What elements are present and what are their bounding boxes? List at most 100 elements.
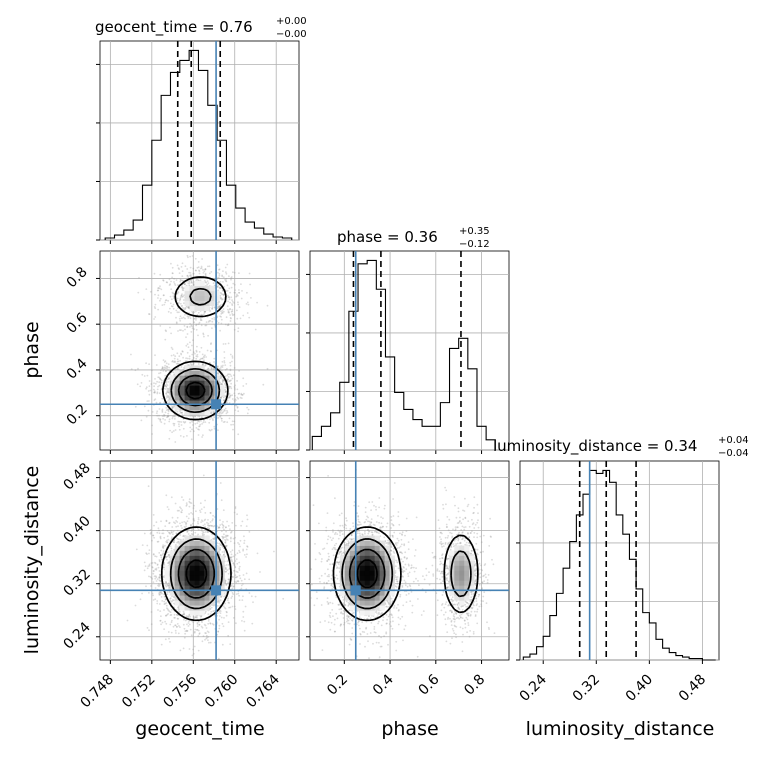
pair-luminosity-distance-vs-geocent-time-sample xyxy=(155,580,158,582)
pair-phase-vs-geocent-time-sample xyxy=(217,276,219,279)
pair-phase-vs-geocent-time-sample xyxy=(220,412,223,415)
pair-luminosity-distance-vs-geocent-time-sample xyxy=(150,531,152,534)
pair-phase-vs-geocent-time-sample xyxy=(174,441,177,443)
pair-phase-vs-geocent-time-sample xyxy=(178,311,180,314)
pair-luminosity-distance-vs-geocent-time-sample xyxy=(236,580,239,583)
pair-luminosity-distance-vs-geocent-time-sample xyxy=(157,609,159,611)
pair-luminosity-distance-vs-geocent-time-sample xyxy=(173,596,175,598)
pair-phase-vs-geocent-time-sample xyxy=(190,279,193,282)
pair-phase-vs-geocent-time-density-cell xyxy=(199,400,205,406)
pair-luminosity-distance-vs-geocent-time-sample xyxy=(230,536,232,539)
pair-luminosity-distance-vs-geocent-time-sample xyxy=(245,525,248,527)
pair-phase-vs-geocent-time-yticklabel-0: 0.2 xyxy=(64,401,91,428)
pair-phase-vs-geocent-time-sample xyxy=(210,367,213,370)
pair-phase-vs-geocent-time-sample xyxy=(210,271,213,273)
pair-luminosity-distance-vs-geocent-time-sample xyxy=(225,544,227,547)
pair-phase-vs-geocent-time-sample xyxy=(172,295,175,298)
pair-phase-vs-geocent-time-sample xyxy=(153,388,155,391)
pair-phase-vs-geocent-time-sample xyxy=(181,287,184,289)
pair-luminosity-distance-vs-geocent-time-sample xyxy=(191,513,194,515)
pair-luminosity-distance-vs-geocent-time-sample xyxy=(236,571,239,573)
pair-luminosity-distance-vs-geocent-time-sample xyxy=(230,558,233,561)
pair-luminosity-distance-vs-geocent-time-sample xyxy=(167,585,170,588)
pair-phase-vs-geocent-time-sample xyxy=(229,308,232,310)
pair-phase-vs-geocent-time-sample xyxy=(228,275,230,278)
pair-luminosity-distance-vs-geocent-time-sample xyxy=(231,584,233,586)
pair-phase-vs-geocent-time-sample xyxy=(143,405,146,408)
pair-luminosity-distance-vs-geocent-time-sample xyxy=(166,555,169,558)
pair-phase-vs-geocent-time-sample xyxy=(202,313,205,316)
pair-phase-vs-geocent-time-density-cell xyxy=(174,390,180,396)
pair-phase-vs-geocent-time-sample xyxy=(178,329,181,331)
pair-luminosity-distance-vs-geocent-time-sample xyxy=(174,624,176,627)
pair-phase-vs-geocent-time-sample xyxy=(160,381,163,384)
pair-luminosity-distance-vs-geocent-time-sample xyxy=(175,537,178,539)
pair-luminosity-distance-vs-geocent-time-sample xyxy=(209,512,212,514)
pair-phase-vs-geocent-time-sample xyxy=(204,363,207,366)
pair-phase-vs-geocent-time-density-cell xyxy=(219,385,225,391)
pair-luminosity-distance-vs-geocent-time-sample xyxy=(188,500,191,503)
pair-phase-vs-geocent-time-sample xyxy=(227,311,230,314)
pair-phase-vs-geocent-time-sample xyxy=(176,311,179,314)
pair-phase-vs-geocent-time-sample xyxy=(193,318,196,320)
pair-phase-vs-geocent-time-sample xyxy=(153,385,156,388)
pair-luminosity-distance-vs-geocent-time-sample xyxy=(173,616,176,619)
pair-phase-vs-geocent-time-sample xyxy=(223,360,226,362)
pair-phase-vs-geocent-time-sample xyxy=(200,313,203,316)
pair-phase-vs-geocent-time-sample xyxy=(235,295,238,297)
pair-phase-vs-geocent-time-sample xyxy=(154,398,157,400)
pair-luminosity-distance-vs-geocent-time-sample xyxy=(243,554,246,556)
pair-phase-vs-geocent-time-sample xyxy=(175,309,178,312)
pair-luminosity-distance-vs-geocent-time-sample xyxy=(170,547,173,550)
pair-phase-vs-geocent-time-sample xyxy=(224,343,227,345)
pair-phase-vs-geocent-time-sample xyxy=(242,385,245,387)
pair-luminosity-distance-vs-geocent-time-sample xyxy=(126,619,129,622)
pair-luminosity-distance-vs-geocent-time-sample xyxy=(161,558,164,560)
pair-luminosity-distance-vs-geocent-time-sample xyxy=(187,622,190,624)
pair-phase-vs-geocent-time-sample xyxy=(163,413,166,416)
pair-phase-vs-geocent-time-sample xyxy=(230,379,232,382)
pair-phase-vs-geocent-time-sample xyxy=(175,362,178,365)
pair-luminosity-distance-vs-geocent-time-sample xyxy=(203,623,206,626)
pair-phase-vs-geocent-time-sample xyxy=(169,302,172,305)
pair-luminosity-distance-vs-geocent-time-sample xyxy=(193,631,196,634)
pair-phase-vs-geocent-time-sample xyxy=(202,421,205,424)
pair-phase-vs-geocent-time-sample xyxy=(198,272,201,275)
pair-phase-vs-geocent-time-sample xyxy=(176,292,179,295)
pair-phase-vs-geocent-time-density-cell xyxy=(194,365,200,371)
pair-phase-vs-geocent-time-sample xyxy=(240,283,242,285)
pair-phase-vs-geocent-time-sample xyxy=(236,388,239,391)
pair-phase-vs-geocent-time-sample xyxy=(170,298,173,301)
pair-phase-vs-geocent-time-sample xyxy=(161,415,164,417)
pair-phase-vs-geocent-time-sample xyxy=(200,267,203,269)
pair-luminosity-distance-vs-geocent-time-sample xyxy=(190,512,193,514)
pair-phase-vs-geocent-time-sample xyxy=(240,393,243,396)
pair-luminosity-distance-vs-geocent-time-sample xyxy=(248,592,251,594)
pair-phase-vs-geocent-time-sample xyxy=(220,409,223,412)
pair-luminosity-distance-vs-geocent-time-sample xyxy=(152,572,155,575)
pair-phase-vs-geocent-time-sample xyxy=(171,272,174,275)
pair-phase-vs-geocent-time-sample xyxy=(223,286,226,288)
pair-luminosity-distance-vs-geocent-time-sample xyxy=(213,536,216,539)
pair-phase-vs-geocent-time-sample xyxy=(254,328,257,331)
pair-phase-vs-geocent-time-sample xyxy=(233,367,236,369)
pair-phase-vs-geocent-time-sample xyxy=(195,328,198,331)
pair-phase-vs-geocent-time-sample xyxy=(171,406,174,408)
pair-phase-vs-geocent-time-sample xyxy=(184,307,187,310)
pair-phase-vs-geocent-time-sample xyxy=(197,434,200,436)
pair-phase-vs-geocent-time-density-cell xyxy=(179,390,185,396)
pair-phase-vs-geocent-time-sample xyxy=(216,285,219,288)
pair-phase-vs-geocent-time-sample xyxy=(225,272,228,275)
pair-luminosity-distance-vs-geocent-time-sample xyxy=(204,531,207,533)
pair-phase-vs-geocent-time-sample xyxy=(227,308,229,311)
pair-phase-vs-geocent-time-density-cell xyxy=(199,390,205,396)
pair-luminosity-distance-vs-geocent-time-sample xyxy=(222,605,225,607)
pair-luminosity-distance-vs-geocent-time-sample xyxy=(218,601,221,604)
pair-phase-vs-geocent-time-sample xyxy=(204,272,207,275)
pair-phase-vs-geocent-time-sample xyxy=(226,305,229,308)
pair-phase-vs-geocent-time-sample xyxy=(230,277,232,279)
pair-phase-vs-geocent-time-sample xyxy=(186,326,189,328)
pair-phase-vs-geocent-time-sample xyxy=(186,305,188,308)
pair-luminosity-distance-vs-geocent-time-sample xyxy=(158,579,161,582)
pair-luminosity-distance-vs-geocent-time-sample xyxy=(195,615,198,617)
